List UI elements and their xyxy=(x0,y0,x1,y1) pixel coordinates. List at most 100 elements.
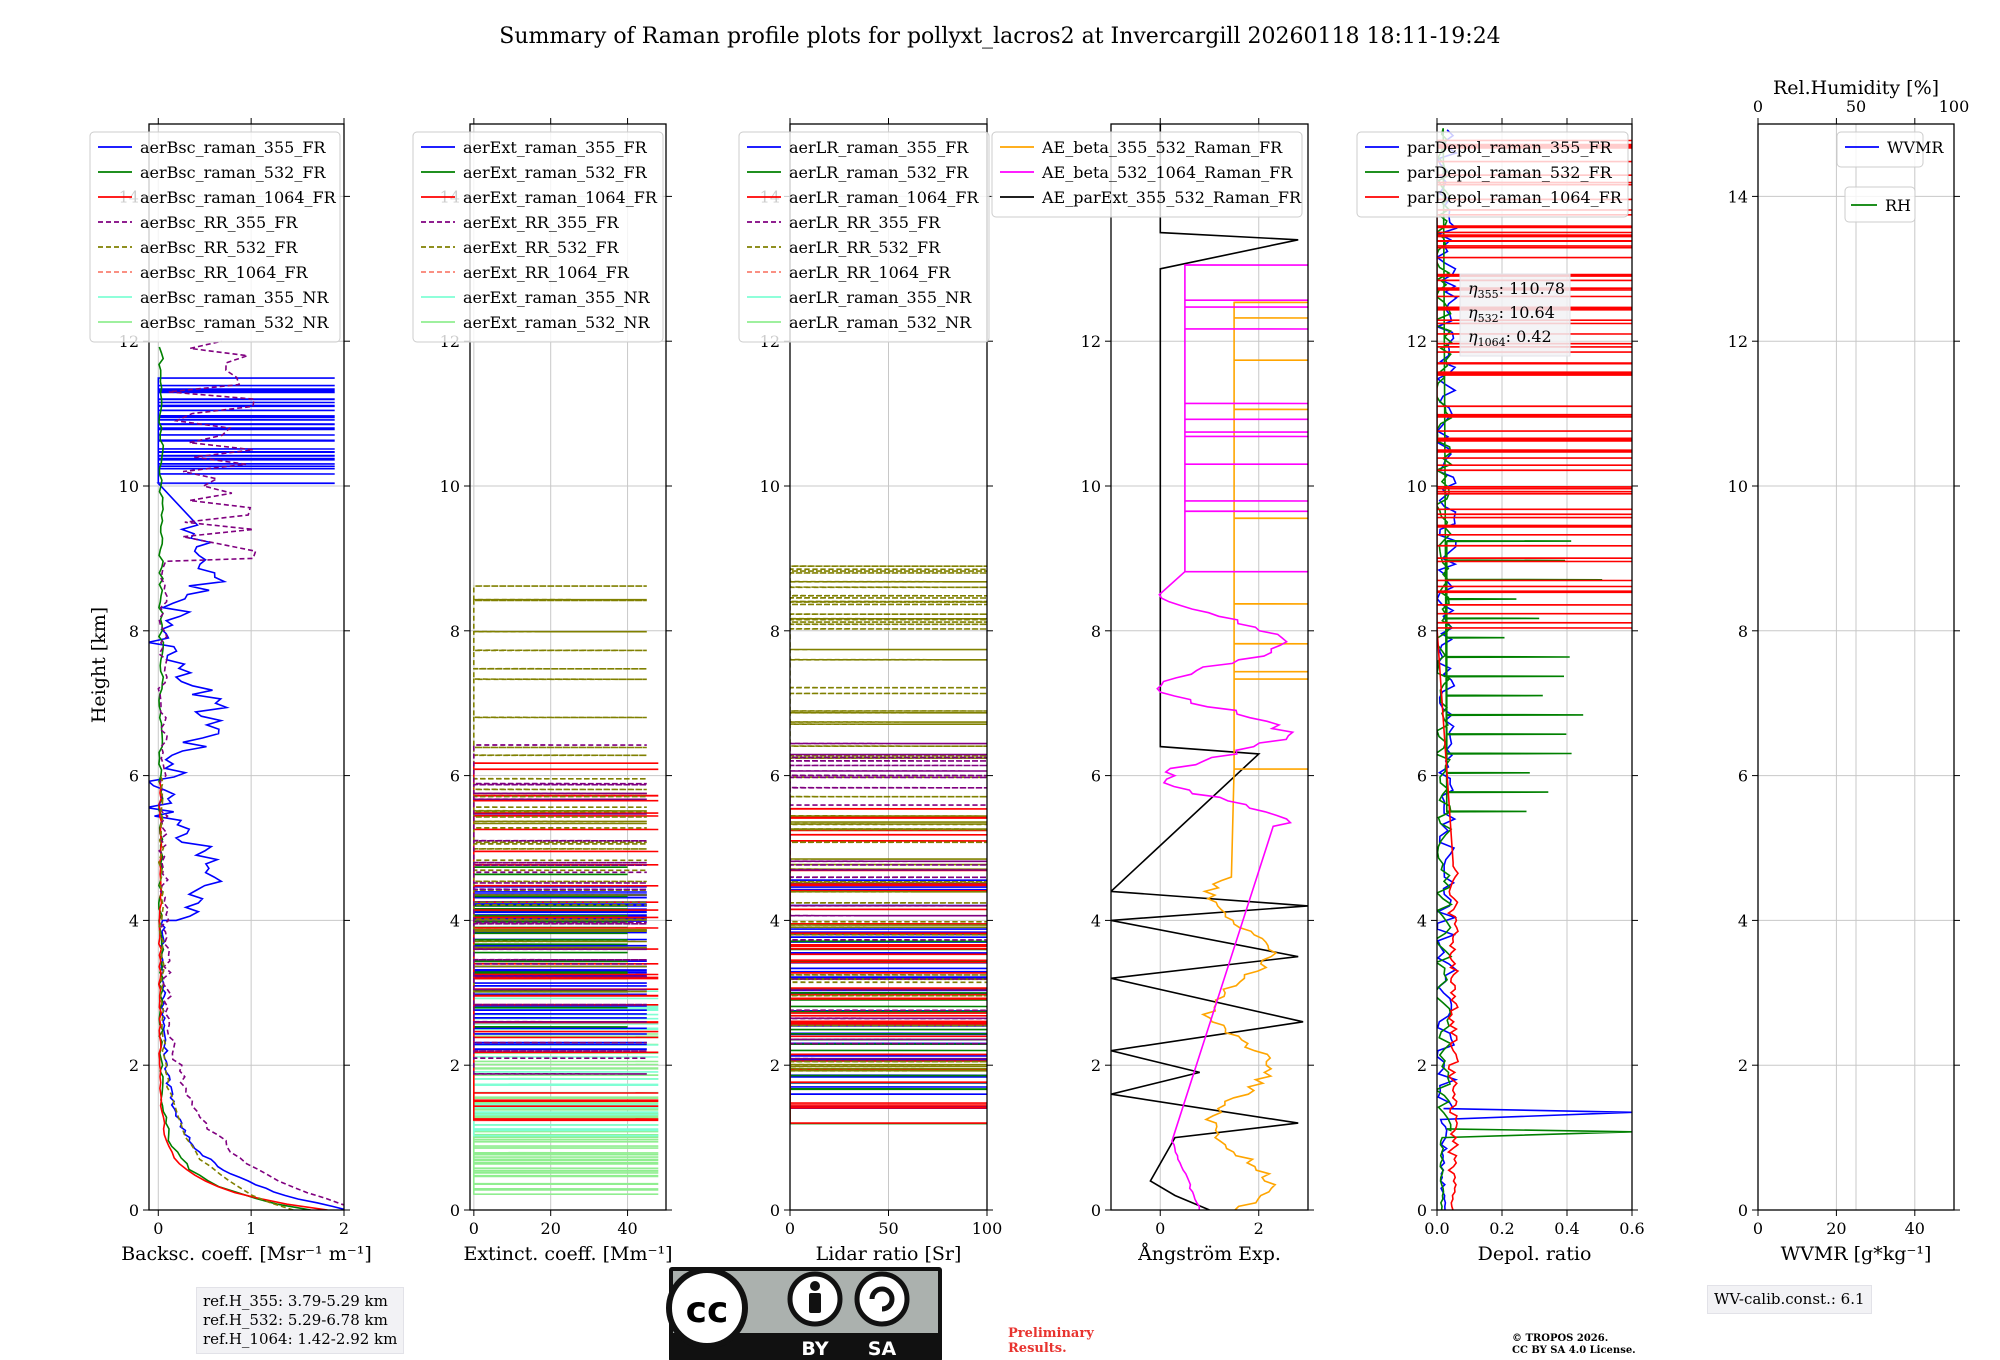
legend-frame xyxy=(1356,131,1629,218)
ref-height-1064: ref.H_1064: 1.42-2.92 km xyxy=(203,1330,398,1348)
y-tick-label: 10 xyxy=(1407,477,1427,496)
axes-frame xyxy=(148,123,345,1211)
x-tick-label: 40 xyxy=(617,1219,637,1238)
copyright-note: © TROPOS 2026. CC BY SA 4.0 License. xyxy=(1512,1333,1636,1357)
y-tick-label: 10 xyxy=(119,477,139,496)
y-tick-label: 14 xyxy=(1728,187,1748,206)
y-tick-label: 4 xyxy=(1738,911,1748,930)
eta-annotation: η1064: 0.42 xyxy=(1468,327,1552,349)
y-tick-label: 12 xyxy=(1728,332,1748,351)
legend2-entry: RH xyxy=(1885,196,1911,215)
y-tick-label: 4 xyxy=(450,911,460,930)
y-tick-label: 4 xyxy=(770,911,780,930)
legend-entry: aerBsc_raman_1064_FR xyxy=(140,188,337,207)
legend-entry: aerLR_raman_532_FR xyxy=(789,163,969,182)
y-tick-label: 6 xyxy=(1417,767,1427,786)
y-tick-label: 4 xyxy=(1091,911,1101,930)
legend-entry: aerExt_raman_355_NR xyxy=(463,288,651,307)
eta-value: 10.64 xyxy=(1509,303,1555,322)
eta-subscript: 1064 xyxy=(1478,336,1506,349)
y-tick-label: 8 xyxy=(1091,622,1101,641)
eta-value: 110.78 xyxy=(1509,279,1565,298)
series-magenta-line xyxy=(1156,264,1308,1210)
eta-annotation: η355: 110.78 xyxy=(1468,279,1565,301)
eta-annotation-box xyxy=(1459,273,1571,357)
y-tick-label: 2 xyxy=(450,1056,460,1075)
copyright-line-2: CC BY SA 4.0 License. xyxy=(1512,1345,1636,1356)
cc-license-badge: cc BY SA xyxy=(666,1267,942,1360)
y-tick-label: 8 xyxy=(129,622,139,641)
y-tick-label: 10 xyxy=(1728,477,1748,496)
eta-colon: : xyxy=(1499,303,1509,322)
wv-calib-text: WV-calib.const.: 6.1 xyxy=(1714,1290,1865,1308)
y-tick-label: 12 xyxy=(1407,332,1427,351)
axes-frame xyxy=(1436,123,1633,1211)
x-tick-label: 0.2 xyxy=(1489,1219,1514,1238)
series-cyan-line xyxy=(473,990,659,1137)
x-tick-label: 0.0 xyxy=(1424,1219,1449,1238)
cc-by-label: BY xyxy=(801,1338,828,1360)
x-axis-label: WVMR [g*kg⁻¹] xyxy=(1781,1243,1932,1265)
rh-tick-label: 50 xyxy=(1846,97,1866,116)
series-orange-line xyxy=(1200,301,1308,1210)
series-purple-line xyxy=(473,744,647,1075)
eta-symbol: η xyxy=(1468,279,1478,298)
x-tick-label: 0 xyxy=(153,1219,163,1238)
y-tick-label: 0 xyxy=(770,1201,780,1220)
panel-wv: 0 20 40 0 2 4 6 8 10 12 14 WVMR [g*kg⁻¹] 0 50 100Rel.H… xyxy=(1728,77,1970,1265)
y-tick-label: 2 xyxy=(1738,1056,1748,1075)
legend-entry: aerBsc_RR_532_FR xyxy=(140,238,298,257)
legend-entry: parDepol_raman_1064_FR xyxy=(1407,188,1623,207)
legend-entry: WVMR xyxy=(1887,138,1944,157)
plot-area xyxy=(473,585,659,1195)
panel-lr: 05010002468101214Lidar ratio [Sr]aerLR_r… xyxy=(738,118,1003,1265)
eta-symbol: η xyxy=(1468,327,1478,346)
series-olive-line xyxy=(473,585,647,993)
panel-bsc: 01202468101214Backsc. coeff. [Msr⁻¹ m⁻¹]… xyxy=(89,118,372,1265)
y-tick-label: 8 xyxy=(770,622,780,641)
series-red-line xyxy=(473,762,659,1122)
legend2-frame xyxy=(1844,186,1916,223)
series-black-line xyxy=(1111,124,1308,1210)
legend-frame xyxy=(89,131,341,343)
y-tick-label: 12 xyxy=(1081,332,1101,351)
legend-entry: parDepol_raman_532_FR xyxy=(1407,163,1613,182)
legend-entry: aerExt_RR_1064_FR xyxy=(463,263,630,282)
figure-title: Summary of Raman profile plots for polly… xyxy=(499,24,1500,49)
legend-entry: aerBsc_RR_355_FR xyxy=(140,213,298,232)
y-tick-label: 0 xyxy=(450,1201,460,1220)
preliminary-line-2: Results. xyxy=(1008,1341,1067,1356)
series-green-line xyxy=(157,346,311,1210)
y-tick-label: 4 xyxy=(129,911,139,930)
y-tick-label: 0 xyxy=(129,1201,139,1220)
y-tick-label: 6 xyxy=(450,767,460,786)
y-tick-label: 4 xyxy=(1417,911,1427,930)
x-tick-label: 100 xyxy=(972,1219,1003,1238)
legend-entry: parDepol_raman_355_FR xyxy=(1407,138,1613,157)
x-tick-label: 50 xyxy=(878,1219,898,1238)
legend-entry: AE_beta_532_1064_Raman_FR xyxy=(1041,163,1293,182)
plot-area xyxy=(1437,128,1632,1210)
eta-annotation: η532: 10.64 xyxy=(1468,303,1555,325)
eta-colon: : xyxy=(1506,327,1516,346)
axes-frame xyxy=(469,123,667,1211)
legend: aerBsc_raman_355_FR aerBsc_raman_532_FRae… xyxy=(89,131,341,343)
legend: aerLR_raman_355_FR aerLR_raman_532_FR aerL… xyxy=(738,131,990,343)
y-tick-label: 8 xyxy=(450,622,460,641)
y-tick-label: 0 xyxy=(1417,1201,1427,1220)
axes-frame xyxy=(1757,123,1955,1211)
copyright-line-1: © TROPOS 2026. xyxy=(1512,1333,1609,1344)
reference-heights-box: ref.H_355: 3.79-5.29 km ref.H_532: 5.29-… xyxy=(196,1287,405,1354)
legend-entry: aerBsc_raman_355_FR xyxy=(140,138,326,157)
x-axis-label: Backsc. coeff. [Msr⁻¹ m⁻¹] xyxy=(121,1243,372,1265)
y-tick-label: 10 xyxy=(760,477,780,496)
y-axis-label: Height [km] xyxy=(88,607,110,723)
x-tick-label: 20 xyxy=(1826,1219,1846,1238)
y-tick-label: 6 xyxy=(129,767,139,786)
series-lightgreen-line xyxy=(473,1033,659,1195)
rh-tick-label: 0 xyxy=(1753,97,1763,116)
x-tick-label: 0 xyxy=(1753,1219,1763,1238)
x-tick-label: 0 xyxy=(469,1219,479,1238)
y-tick-label: 0 xyxy=(1738,1201,1748,1220)
